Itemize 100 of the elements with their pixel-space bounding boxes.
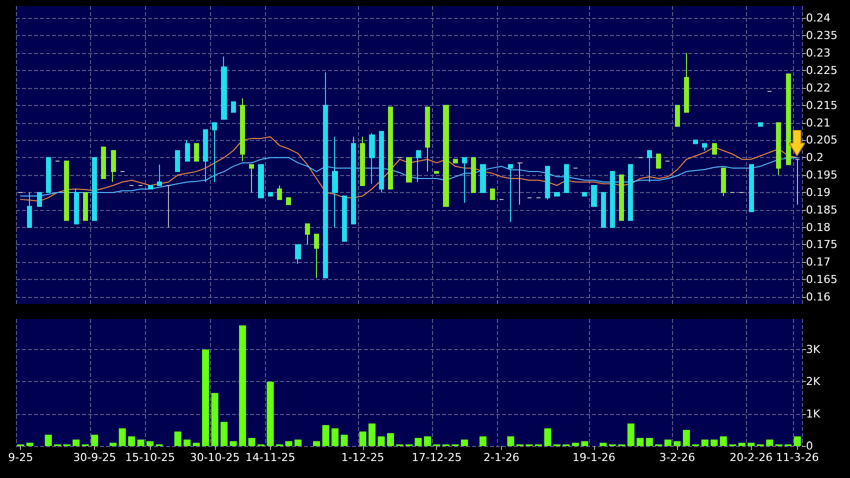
candlestick: [74, 188, 79, 224]
bar: [230, 441, 237, 446]
x-tick-label: 15-10-25: [125, 451, 176, 464]
bar: [192, 442, 200, 446]
candlestick: [268, 192, 273, 196]
bar: [322, 425, 330, 446]
candlestick: [342, 195, 347, 242]
bar: [266, 382, 274, 446]
candlestick: [111, 150, 116, 183]
candlestick: [416, 150, 421, 183]
candlestick: [305, 223, 310, 246]
y-tick-label: 0.21: [806, 116, 830, 130]
x-tick-label: 3-2-26: [659, 451, 696, 464]
candlestick: [212, 122, 217, 183]
candlestick: [795, 158, 800, 206]
bar: [91, 434, 98, 446]
candlestick: [758, 122, 763, 127]
y-tick-label: 2K: [806, 375, 821, 388]
y-tick-label: 0.195: [806, 168, 838, 182]
y-tick-label: 0.17: [806, 256, 830, 269]
bar: [414, 438, 422, 446]
candlestick: [471, 157, 476, 193]
y-tick-label: 1K: [806, 407, 821, 420]
candlestick: [101, 146, 106, 180]
y-tick-label: 0.205: [806, 134, 838, 147]
candlestick: [157, 164, 162, 186]
bar: [674, 441, 681, 446]
bar: [44, 434, 52, 446]
x-tick-label: 30-9-25: [73, 451, 116, 464]
candlestick: [258, 164, 264, 198]
bar: [285, 441, 292, 446]
candlestick: [83, 192, 88, 221]
y-tick-label: 0.19: [806, 186, 830, 199]
candlestick: [231, 101, 236, 113]
candlestick: [443, 104, 449, 207]
bar: [636, 438, 644, 446]
x-tick-label: 1-12-25: [341, 451, 384, 464]
y-tick-label: 0.16: [806, 290, 830, 304]
bar: [359, 432, 366, 446]
y-tick-label: 0.23: [806, 46, 830, 60]
candlestick: [564, 164, 569, 193]
candlestick: [323, 72, 328, 278]
candlestick: [628, 164, 633, 221]
bar: [118, 428, 126, 446]
y-tick-label: 0.185: [806, 203, 838, 216]
bar: [137, 440, 144, 446]
bar: [572, 442, 579, 446]
bar: [239, 325, 246, 446]
candlestick: [221, 56, 227, 120]
x-tick-label: 9-25: [8, 451, 34, 464]
candlestick: [656, 154, 661, 169]
candlestick: [388, 106, 393, 190]
candlestick: [462, 157, 467, 204]
bar: [248, 438, 256, 446]
candlestick: [610, 171, 615, 228]
bar: [72, 440, 80, 446]
bar: [424, 436, 431, 446]
bar: [710, 440, 718, 446]
candlestick: [379, 130, 384, 193]
candlestick: [434, 171, 439, 174]
candlestick: [490, 188, 495, 200]
x-tick-label: 20-2-26: [730, 451, 773, 464]
candlestick: [332, 136, 338, 228]
y-tick-label: 0.165: [806, 273, 838, 286]
y-tick-label: 3K: [806, 343, 821, 356]
bar: [507, 436, 514, 446]
candlestick: [582, 192, 587, 196]
candlestick: [406, 157, 412, 183]
candlestick: [351, 136, 356, 224]
y-tick-label: 0.22: [806, 81, 830, 94]
bar: [664, 440, 672, 446]
x-tick-label: 14-11-25: [245, 451, 296, 464]
y-tick-label: 0.24: [806, 12, 830, 25]
bar: [332, 428, 339, 446]
candlestick: [517, 162, 523, 206]
bar: [340, 434, 348, 446]
bar: [460, 440, 468, 446]
candlestick: [203, 129, 208, 183]
candlestick: [148, 184, 153, 190]
candlestick: [92, 157, 97, 221]
candlestick: [508, 164, 513, 223]
candlestick: [425, 106, 430, 172]
x-tick-label: 19-1-26: [572, 451, 616, 464]
candlestick: [27, 192, 32, 228]
bar: [794, 436, 801, 446]
candlestick: [185, 140, 190, 162]
x-tick-label: 11-3-26: [776, 451, 819, 464]
candlestick: [369, 132, 375, 184]
candlestick: [64, 160, 69, 221]
candlestick: [545, 166, 550, 200]
bar: [701, 440, 708, 446]
candlestick: [749, 164, 754, 212]
bar: [146, 441, 154, 446]
bar: [720, 436, 727, 446]
candlestick: [776, 122, 781, 176]
candlestick: [554, 192, 560, 196]
candlestick: [453, 158, 458, 164]
candlestick: [601, 192, 606, 228]
bar: [202, 350, 210, 446]
candlestick: [314, 234, 319, 278]
